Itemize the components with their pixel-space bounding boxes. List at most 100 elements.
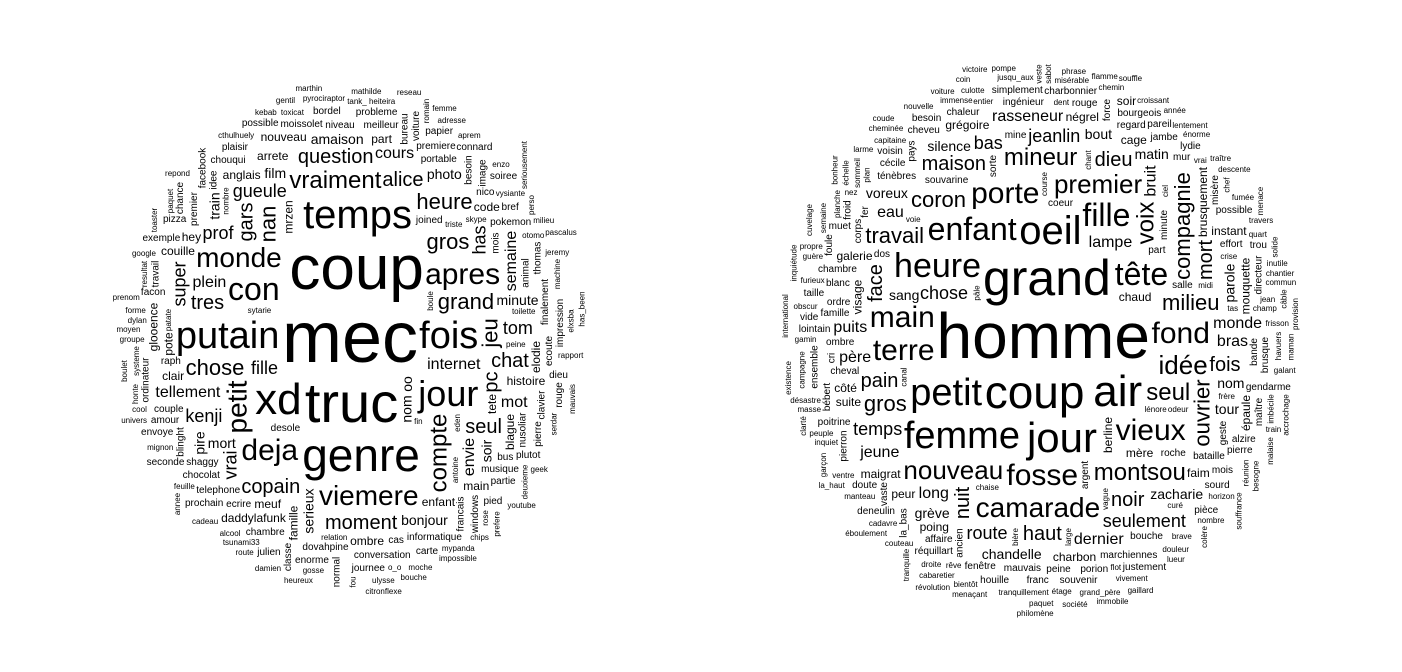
cloud-word: chance — [175, 181, 187, 214]
cloud-word: marthin — [295, 84, 323, 94]
cloud-word: cheminée — [868, 123, 904, 133]
cloud-word: garçon — [819, 452, 829, 477]
cloud-word: pierron — [839, 430, 851, 462]
cloud-word: regard — [1116, 119, 1146, 131]
cloud-word: bouche — [1130, 530, 1163, 542]
cloud-word: mois — [1211, 465, 1233, 477]
cloud-word: énorme — [1183, 130, 1211, 140]
cloud-word: elodie — [529, 340, 544, 373]
cloud-word: damien — [254, 563, 282, 573]
cloud-word: vraiment — [289, 167, 382, 195]
cloud-word: romain — [422, 98, 432, 124]
cloud-word: fond — [1151, 316, 1210, 350]
cloud-word: commun — [1265, 277, 1297, 287]
cloud-word: chambre — [818, 264, 857, 276]
cloud-word: tank_ — [347, 97, 367, 107]
cloud-word: prefere — [492, 510, 502, 537]
cloud-word: impression — [555, 299, 567, 348]
cloud-word: havuers — [1274, 331, 1284, 361]
cloud-word: jeu — [477, 318, 503, 348]
cloud-word: mouquette — [1238, 257, 1253, 315]
cloud-word: ecrire — [226, 499, 252, 511]
cloud-word: premier — [1053, 169, 1143, 200]
cloud-word: sytarie — [247, 305, 272, 315]
cloud-word: idée — [1158, 349, 1208, 380]
cloud-word: midi — [1198, 281, 1213, 291]
cloud-word: faim — [1187, 466, 1210, 481]
cloud-word: chandelle — [981, 545, 1042, 562]
cloud-word: systeme — [131, 346, 141, 377]
cloud-word: francais — [455, 496, 467, 532]
cloud-word: lydie — [1180, 140, 1201, 152]
cloud-word: semaine — [818, 202, 828, 233]
cloud-word: oo — [398, 376, 415, 392]
cloud-word: haut — [1022, 523, 1062, 546]
cloud-word: existence — [783, 361, 793, 395]
cloud-word: route — [966, 522, 1008, 543]
cloud-word: seulement — [1102, 511, 1186, 532]
cloud-word: route — [235, 547, 254, 557]
cloud-word: milieu — [1162, 290, 1220, 316]
cloud-word: temps — [853, 418, 903, 439]
cloud-word: finalement — [540, 278, 552, 325]
cloud-word: arrete — [257, 149, 289, 164]
cloud-word: famille — [820, 308, 850, 320]
cloud-word: propre — [799, 241, 823, 251]
cloud-word: maître — [1253, 397, 1265, 426]
cloud-word: la_bas — [898, 508, 910, 538]
cloud-word: semaine — [502, 231, 520, 292]
cloud-word: salle — [1172, 279, 1193, 291]
cloud-word: conversation — [353, 549, 411, 561]
cloud-word: mur — [1173, 152, 1191, 164]
cloud-word: gendarme — [1245, 382, 1291, 394]
cloud-word: dos — [873, 249, 891, 261]
cloud-word: compte — [425, 413, 453, 493]
cloud-word: bout — [1084, 125, 1113, 142]
cloud-word: facebook — [196, 147, 208, 189]
cloud-word: rêve — [945, 561, 962, 571]
cloud-word: poing — [919, 520, 949, 535]
cloud-word: soir — [1116, 93, 1137, 108]
cloud-word: chambre — [245, 527, 285, 539]
cloud-word: foule — [823, 234, 835, 257]
cloud-word: bataille — [1193, 450, 1225, 462]
cloud-word: idee — [208, 170, 220, 190]
cloud-word: pied — [483, 495, 503, 507]
cloud-word: galerie — [836, 249, 873, 264]
cloud-word: peine — [506, 339, 526, 349]
cloud-word: mec — [282, 298, 419, 378]
cloud-word: moment — [325, 512, 398, 534]
cloud-word: face — [864, 263, 887, 302]
cloud-word: pièce — [1194, 504, 1219, 516]
cloud-word: hey — [181, 229, 202, 244]
cloud-word: odeur — [1167, 404, 1189, 414]
cloud-word: terre — [872, 334, 935, 368]
cloud-word: réquillart — [914, 545, 953, 557]
cloud-word: mypanda — [441, 543, 475, 553]
cloud-word: nan — [255, 205, 281, 243]
cloud-word: prochain — [184, 497, 224, 509]
cloud-word: négrel — [1065, 110, 1099, 125]
cloud-word: brusque — [1259, 337, 1271, 374]
cloud-word: chantier — [1265, 268, 1295, 278]
cloud-word: ouvrier — [1189, 379, 1215, 447]
cloud-word: seul — [1146, 378, 1191, 406]
cloud-word: maman — [1286, 333, 1296, 361]
cloud-word: roche — [1160, 447, 1186, 459]
cloud-word: imbécile — [1266, 394, 1276, 425]
cloud-word: annee — [172, 492, 182, 515]
cloud-word: zacharie — [1150, 485, 1204, 502]
cloud-word: machine — [553, 258, 563, 289]
cloud-word: pierre — [1227, 445, 1253, 457]
cloud-word: travail — [865, 222, 925, 248]
cloud-word: lénore — [1144, 405, 1167, 415]
cloud-word: cri — [825, 353, 837, 364]
cloud-word: pyrociraptor — [302, 94, 346, 104]
cloud-word: trou — [1249, 239, 1267, 251]
cloud-word: gros — [863, 391, 907, 417]
cloud-word: bonjour — [401, 511, 448, 528]
cloud-word: blague — [502, 413, 517, 450]
cloud-word: année — [1163, 105, 1186, 115]
cloud-word: bref — [501, 202, 519, 214]
cloud-word: musique — [481, 464, 519, 476]
